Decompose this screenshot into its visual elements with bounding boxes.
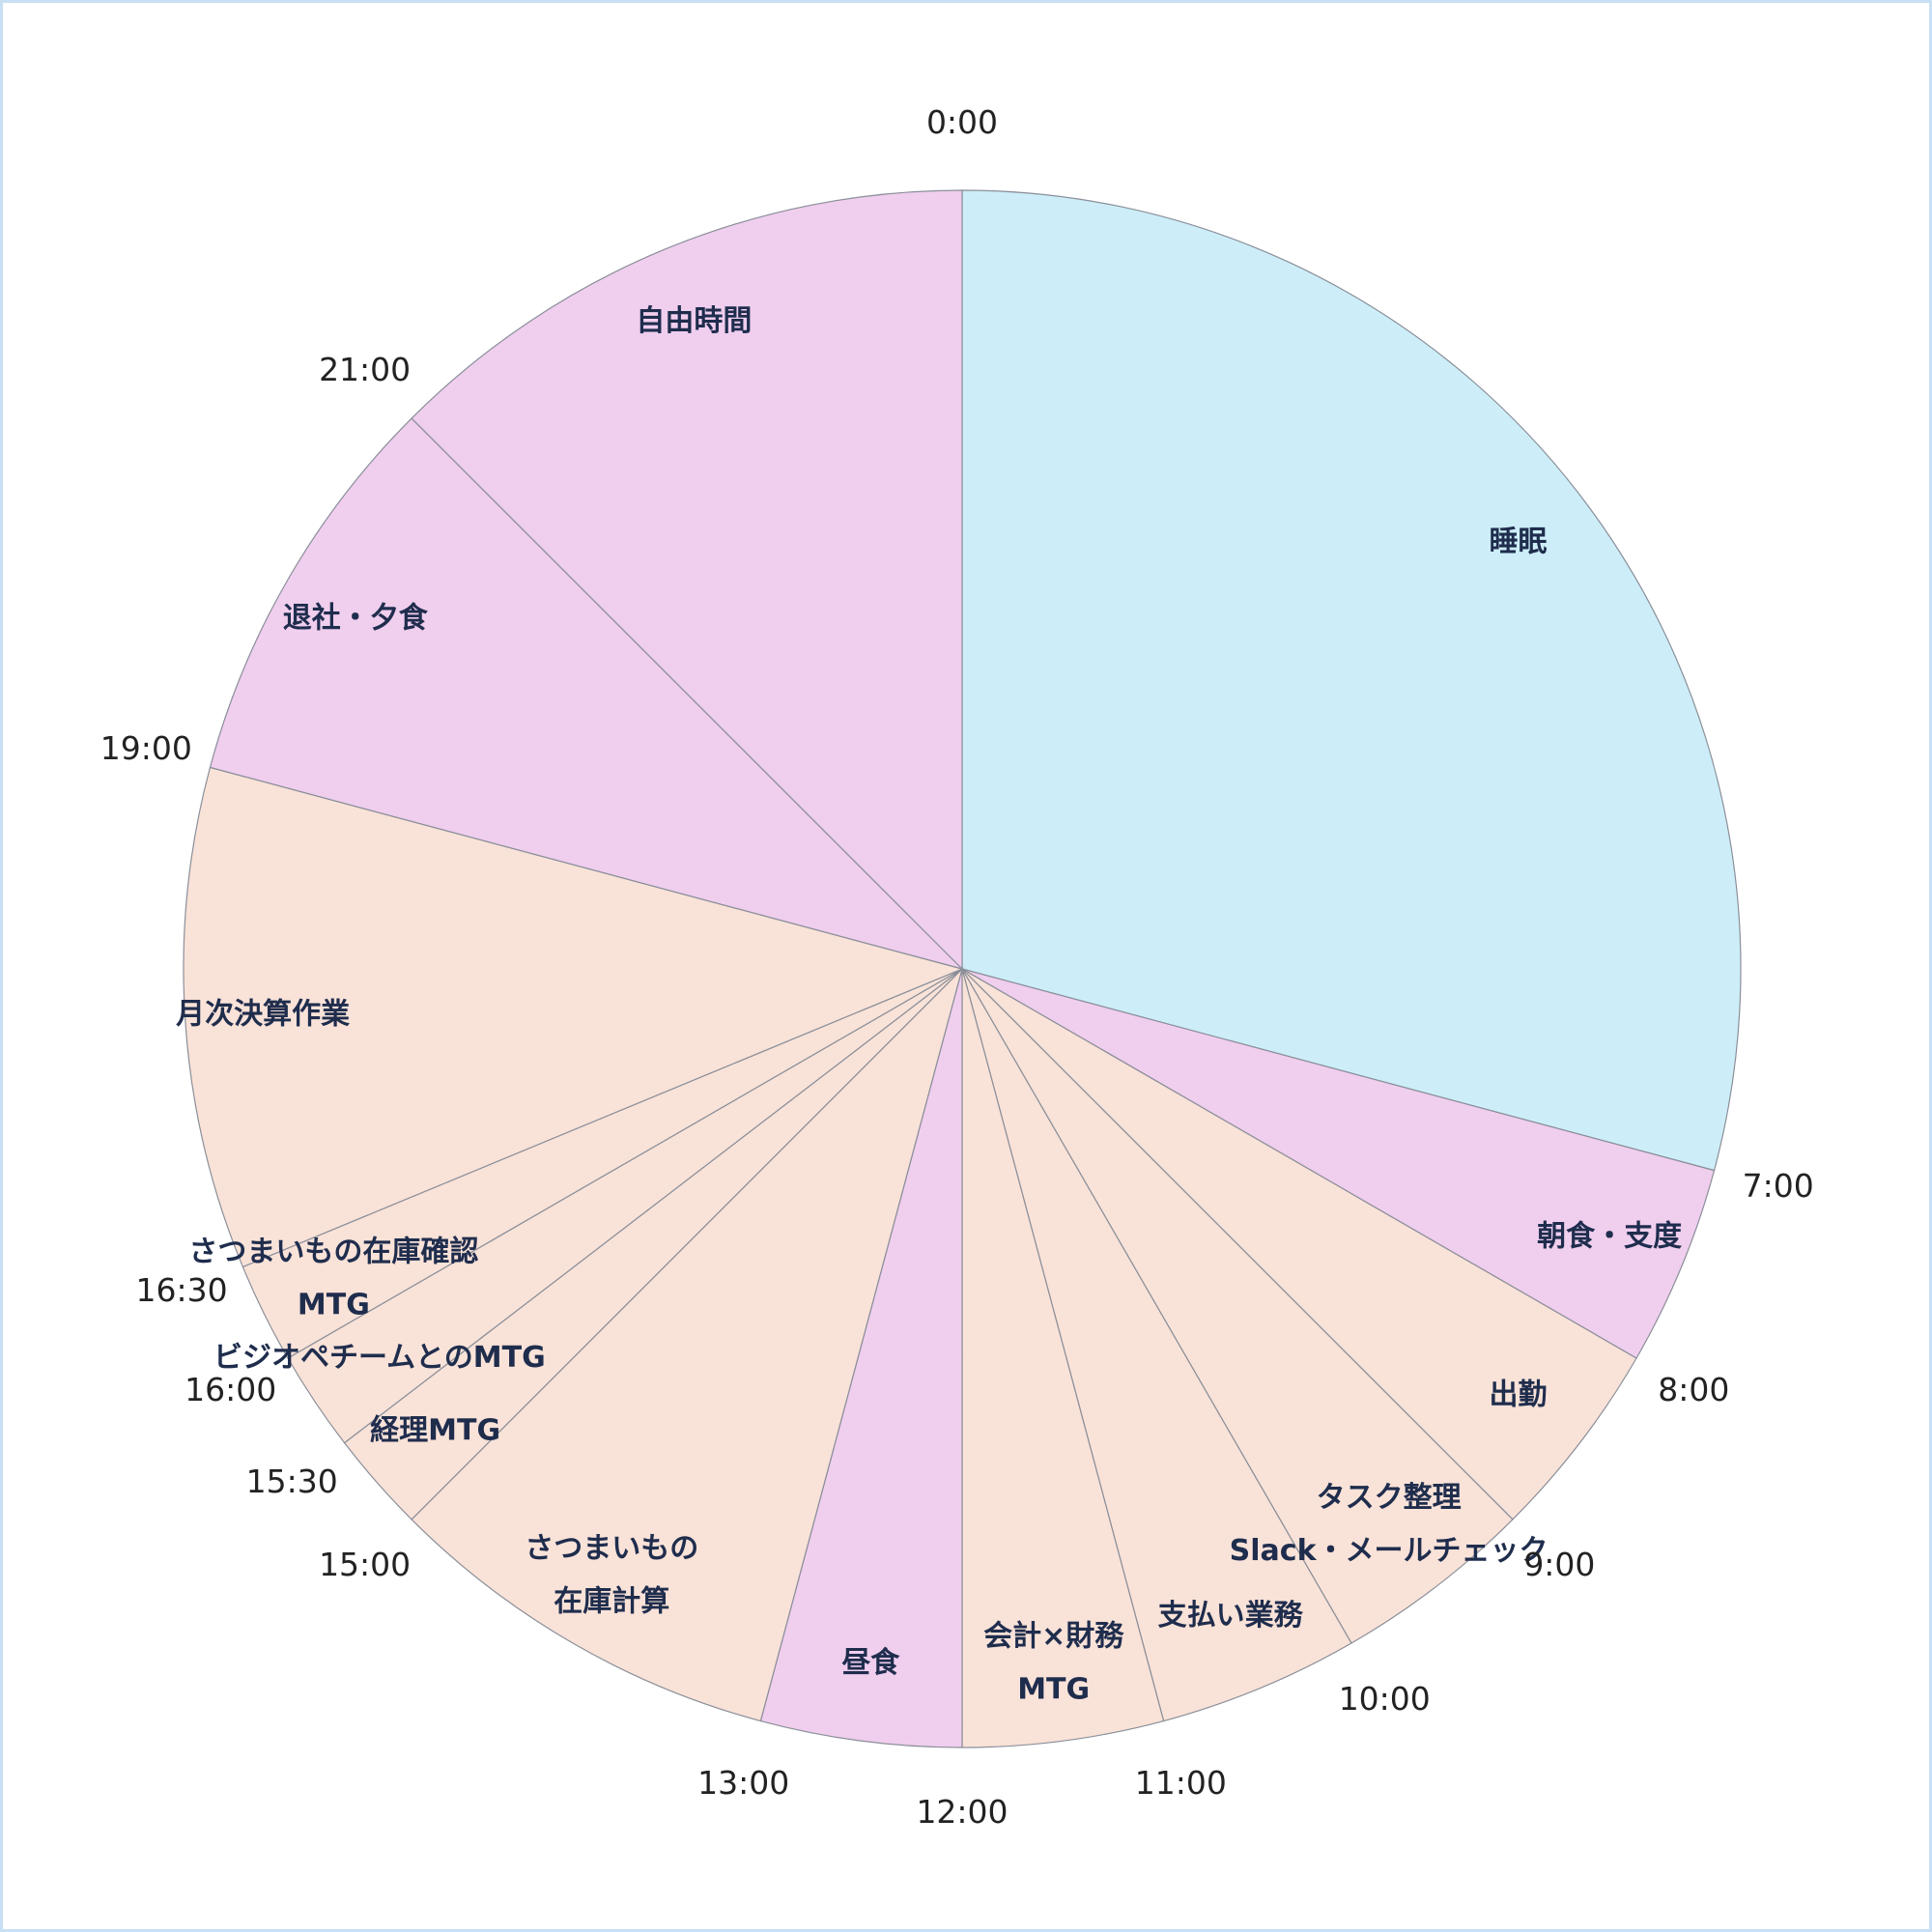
pie-slice	[183, 766, 964, 1268]
tick-label: 16:00	[185, 1371, 276, 1408]
tick-label: 10:00	[1339, 1680, 1431, 1718]
tick-label: 15:30	[246, 1463, 338, 1500]
tick-label: 11:00	[1135, 1764, 1227, 1802]
pie-slice	[759, 968, 963, 1748]
slice-label-line: 支払い業務	[1158, 1599, 1304, 1633]
tick-label: 9:00	[1523, 1546, 1595, 1583]
slice-label: 退社・夕食	[283, 601, 429, 635]
tick-label: 7:00	[1743, 1167, 1814, 1205]
pie-slice	[961, 968, 1514, 1644]
slice-label-line: 朝食・支度	[1537, 1219, 1682, 1253]
tick-label: 19:00	[100, 729, 192, 767]
pie-slice	[961, 968, 1637, 1520]
pie-slice	[961, 189, 1742, 1172]
pie-slice	[961, 968, 1716, 1359]
tick-label: 16:30	[136, 1271, 228, 1309]
slice-label-line: 会計×財務	[983, 1619, 1124, 1653]
slice-label-line: 睡眠	[1489, 525, 1547, 558]
slice-label-line: タスク整理	[1317, 1480, 1462, 1514]
slice-label-line: Slack・メールチェック	[1230, 1533, 1548, 1567]
slice-label: 経理MTG	[370, 1413, 500, 1447]
pie-slice	[961, 968, 1165, 1748]
slice-label-line: MTG	[1017, 1672, 1090, 1706]
slice-label-line: 昼食	[841, 1646, 900, 1680]
slice-label-line: 退社・夕食	[283, 601, 429, 635]
slice-label-line: 経理MTG	[370, 1413, 500, 1447]
slice-label-line: 月次決算作業	[176, 997, 350, 1031]
slice-label: 朝食・支度	[1537, 1219, 1682, 1253]
slice-label: 会計×財務 MTG	[983, 1619, 1124, 1706]
pie-slice	[961, 968, 1352, 1722]
slice-label-line: ビジオペチームとのMTG	[213, 1341, 546, 1375]
slice-label: 睡眠	[1489, 525, 1547, 558]
pie-slice	[209, 417, 965, 971]
slice-label: ビジオペチームとのMTG	[213, 1341, 546, 1375]
slice-label: さつまいもの在庫確認 MTG	[188, 1235, 478, 1321]
slice-label: 出勤	[1489, 1378, 1547, 1411]
slice-label-line: 在庫計算	[554, 1584, 669, 1618]
slice-label-line: 自由時間	[636, 303, 752, 337]
slice-label: 支払い業務	[1158, 1599, 1304, 1633]
slice-label-line: さつまいもの在庫確認	[188, 1235, 478, 1268]
slice-label: 昼食	[841, 1646, 900, 1680]
slice-label-line: さつまいもの	[525, 1531, 698, 1565]
slice-label-line: MTG	[298, 1288, 370, 1321]
slice-label: さつまいもの在庫計算	[525, 1531, 698, 1618]
slice-label: 自由時間	[636, 303, 752, 337]
slice-label: 月次決算作業	[176, 997, 350, 1031]
slice-label-line: 出勤	[1489, 1378, 1547, 1411]
slice-label: タスク整理 Slack・メールチェック	[1230, 1480, 1548, 1567]
tick-label: 15:00	[319, 1546, 411, 1583]
tick-label: 12:00	[916, 1793, 1008, 1831]
tick-label: 8:00	[1658, 1371, 1729, 1408]
tick-label: 0:00	[926, 103, 998, 141]
tick-label: 13:00	[697, 1764, 789, 1802]
pie-slice	[411, 966, 964, 1722]
pie-slice	[411, 189, 963, 971]
tick-label: 21:00	[319, 351, 411, 388]
